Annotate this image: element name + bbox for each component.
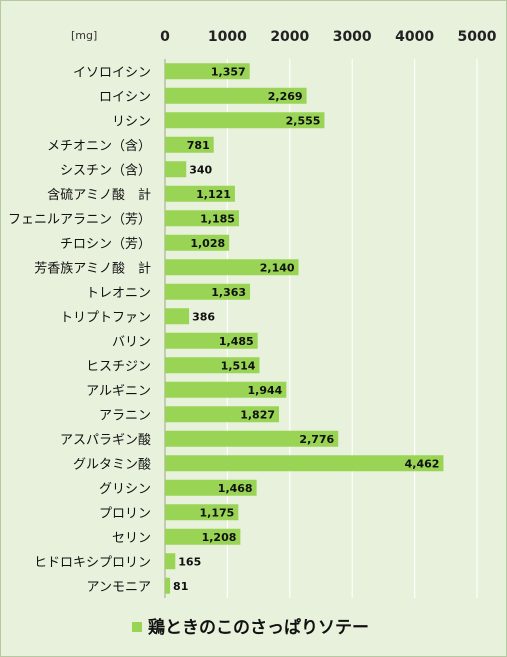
bar [165, 381, 287, 398]
data-label: 1,175 [200, 506, 235, 519]
data-label: 2,269 [268, 90, 303, 103]
data-label: 4,462 [405, 457, 440, 470]
bar [165, 136, 214, 153]
data-label: 1,357 [211, 65, 246, 78]
category-label: チロシン（芳） [60, 237, 151, 252]
bar [165, 112, 325, 129]
category-label: 含硫アミノ酸 計 [47, 187, 151, 203]
data-label: 1,514 [221, 359, 256, 372]
bar [165, 504, 239, 521]
bar [165, 406, 280, 423]
x-tick-label: 3000 [333, 29, 372, 45]
unit-label: [mg] [71, 29, 97, 42]
data-label: 1,944 [248, 384, 283, 397]
category-label: トレオニン [86, 286, 151, 301]
category-label: メチオニン（含） [47, 138, 151, 154]
x-tick-label: 4000 [395, 29, 434, 45]
bar [165, 308, 190, 325]
bar [165, 455, 444, 472]
data-label: 781 [187, 139, 210, 152]
data-label: 165 [178, 555, 201, 568]
bar [165, 185, 235, 202]
bar [165, 577, 171, 594]
bar [165, 553, 176, 570]
data-label: 1,468 [218, 482, 253, 495]
legend-swatch [132, 622, 142, 632]
category-label: セリン [112, 531, 151, 546]
bar [165, 283, 251, 300]
category-label: アラニン [99, 408, 151, 423]
data-label: 340 [189, 163, 212, 176]
category-label: リシン [112, 114, 151, 129]
data-label: 2,555 [286, 114, 321, 127]
category-label: ヒスチジン [86, 359, 151, 374]
category-label: アルギニン [86, 384, 151, 399]
data-label: 2,140 [260, 261, 295, 274]
x-axis-ticks: 0 1000 2000 3000 4000 5000 [160, 29, 497, 45]
bar [165, 357, 260, 374]
data-label: 2,776 [299, 433, 334, 446]
category-label: アンモニア [87, 580, 151, 595]
bars [165, 63, 444, 594]
category-label: シスチン（含） [60, 162, 151, 178]
category-label: バリン [112, 335, 151, 350]
data-label: 1,208 [202, 531, 237, 544]
category-label: ロイシン [99, 90, 151, 105]
x-tick-label: 5000 [458, 29, 497, 45]
legend: 鶏ときのこのさっぱりソテー [132, 617, 369, 638]
data-label: 386 [192, 310, 215, 323]
x-tick-label: 1000 [208, 29, 247, 45]
bar [165, 210, 239, 227]
bar [165, 87, 307, 104]
legend-label: 鶏ときのこのさっぱりソテー [148, 617, 369, 638]
category-label: フェニルアラニン（芳） [8, 212, 151, 227]
category-label: アスパラギン酸 [60, 433, 151, 448]
category-label: グリシン [99, 482, 151, 497]
value-labels: 1,357 2,269 2,555 781 340 1,121 1,185 1,028 2,14… [173, 65, 439, 593]
category-label: グルタミン酸 [73, 457, 151, 472]
bar [165, 528, 241, 545]
data-label: 1,485 [219, 335, 254, 348]
x-tick-label: 0 [160, 29, 170, 45]
data-label: 81 [173, 580, 188, 593]
data-label: 1,121 [196, 188, 231, 201]
bar [165, 234, 230, 251]
bar [165, 63, 250, 80]
category-label: 芳香族アミノ酸 計 [34, 260, 151, 276]
data-label: 1,827 [240, 408, 275, 421]
bar [165, 430, 339, 447]
data-label: 1,028 [190, 237, 225, 250]
x-tick-label: 2000 [270, 29, 309, 45]
category-label: トリプトファン [60, 310, 151, 325]
bar [165, 259, 299, 276]
data-label: 1,185 [200, 212, 235, 225]
category-label: イソロイシン [73, 65, 151, 80]
category-label: ヒドロキシプロリン [34, 555, 151, 570]
bar [165, 161, 187, 178]
category-label: プロリン [99, 506, 151, 521]
bar [165, 479, 257, 496]
data-label: 1,363 [211, 286, 246, 299]
bar [165, 332, 258, 349]
